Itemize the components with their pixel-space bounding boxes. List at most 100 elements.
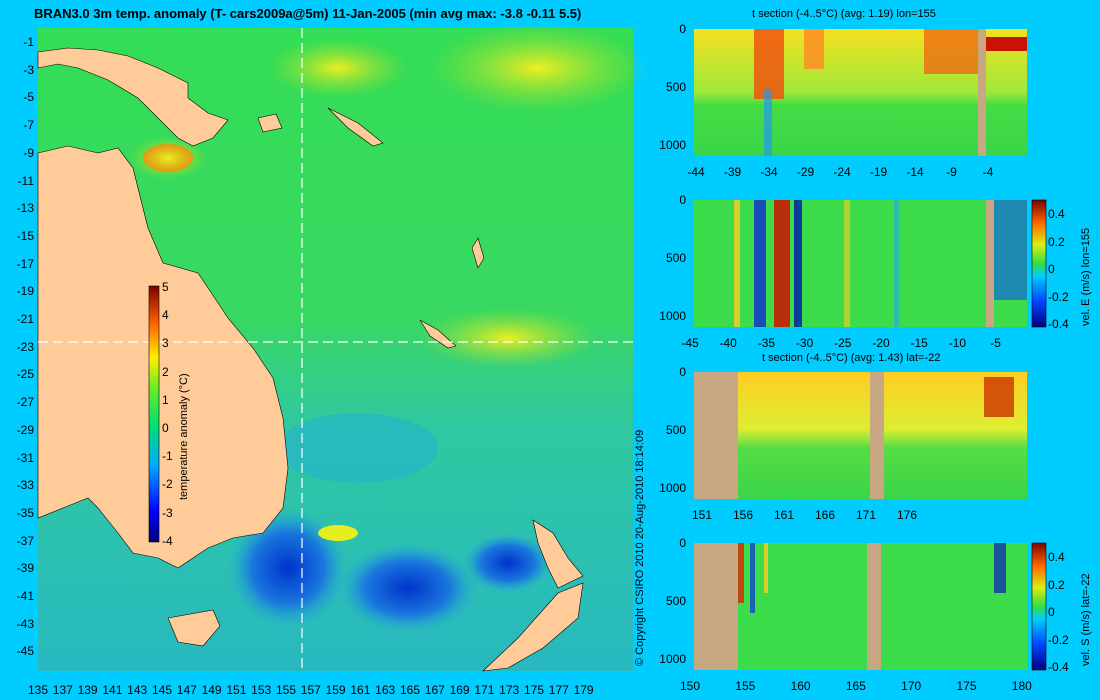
map-latitude-tick: -13 [16, 201, 34, 216]
map-longitude-tick: 151 [226, 683, 247, 697]
map-latitude-tick: -1 [23, 35, 34, 49]
section-2-x-tick: -10 [948, 336, 967, 350]
section-1-x-tick: -39 [723, 165, 742, 179]
section-4-x-tick: 160 [790, 679, 811, 693]
section-1-temperature-plot [694, 29, 1027, 156]
map-latitude-tick: -37 [16, 533, 34, 548]
section-4-depth-tick: 1000 [659, 652, 686, 666]
map-longitude-tick: 155 [275, 683, 297, 697]
section-4-x-tick: 170 [901, 679, 922, 693]
map-latitude-tick: -9 [23, 145, 34, 160]
map-longitude-tick: 165 [399, 683, 421, 697]
section-1-x-tick: -14 [906, 165, 924, 179]
map-longitude-tick: 141 [102, 683, 123, 697]
map-latitude-tick: -23 [16, 339, 34, 354]
section-4-colorbar-tick: -0.4 [1048, 660, 1069, 674]
map-longitude-tick: 143 [127, 683, 148, 697]
map-longitude-tick: 157 [300, 683, 321, 697]
section-3-x-tick: 156 [732, 508, 754, 522]
section-1-depth-tick: 1000 [659, 138, 686, 152]
section-2-velocity-plot [694, 200, 1027, 327]
section-2-x-tick: -40 [719, 336, 737, 350]
map-latitude-tick: -29 [16, 422, 34, 437]
section-1-title: t section (-4..5°C) (avg: 1.19) lon=155 [752, 8, 936, 20]
section-2-depth-tick: 0 [679, 193, 686, 207]
section-1-x-tick: -34 [760, 165, 778, 179]
map-latitude-tick: -33 [16, 478, 34, 493]
map-longitude-tick: 153 [251, 683, 272, 697]
map-longitude-tick: 135 [27, 683, 49, 697]
section-2-x-tick: -20 [872, 336, 890, 350]
section-2-colorbar-tick: -0.4 [1048, 317, 1069, 331]
section-2-colorbar-tick: 0 [1048, 262, 1055, 276]
map-longitude-tick: 173 [499, 683, 520, 697]
section-4-colorbar [1031, 542, 1047, 671]
section-3-temperature-plot [694, 372, 1027, 499]
map-latitude-tick: -25 [16, 367, 34, 382]
map-colorbar-label: temperature anomaly (°C) [178, 373, 190, 500]
map-longitude-tick: 145 [151, 683, 173, 697]
map-longitude-tick: 159 [325, 683, 346, 697]
section-1-x-tick: -44 [687, 165, 705, 179]
map-longitude-tick: 167 [424, 683, 445, 697]
section-3-depth-tick: 0 [679, 365, 686, 379]
section-4-colorbar-tick: 0.4 [1048, 550, 1065, 564]
section-2-x-tick: -35 [757, 336, 776, 350]
section-4-velocity-plot [694, 543, 1027, 670]
map-latitude-tick: -43 [16, 616, 34, 631]
temperature-anomaly-map [37, 23, 648, 672]
map-title: BRAN3.0 3m temp. anomaly (T- cars2009a@5… [34, 6, 582, 21]
section-4-x-tick: 150 [679, 679, 701, 693]
section-3-x-tick: 171 [855, 508, 877, 522]
map-colorbar-tick: -3 [162, 505, 173, 520]
section-2-depth-tick: 500 [665, 251, 686, 265]
section-4-depth-tick: 500 [665, 594, 686, 608]
section-1-x-tick: -29 [796, 165, 815, 179]
map-colorbar-tick: -2 [162, 477, 173, 492]
section-3-depth-tick: 1000 [659, 481, 686, 495]
section-1-x-tick: -24 [833, 165, 851, 179]
section-4-colorbar-label: vel. S (m/s) lat=-22 [1080, 573, 1092, 666]
section-2-colorbar-tick: -0.2 [1048, 289, 1069, 304]
map-colorbar-tick: -4 [162, 533, 173, 548]
section-2-x-tick: -15 [910, 336, 928, 350]
section-2-colorbar-tick: 0.2 [1048, 234, 1065, 249]
map-latitude-tick: -15 [16, 228, 34, 243]
map-longitude-tick: 161 [350, 683, 371, 697]
section-3-x-tick: 166 [814, 508, 836, 522]
map-longitude-tick: 177 [548, 683, 569, 697]
section-2-depth-tick: 1000 [659, 309, 686, 323]
section-4-colorbar-tick: 0.2 [1048, 577, 1065, 592]
section-4-x-tick: 155 [735, 679, 756, 693]
copyright-text: © Copyright CSIRO 2010 20-Aug-2010 18:14… [634, 429, 646, 666]
map-longitude-tick: 139 [77, 683, 98, 697]
map-latitude-tick: -7 [23, 118, 34, 133]
map-latitude-tick: -39 [16, 561, 34, 576]
section-4-depth-tick: 0 [679, 536, 686, 550]
section-2-colorbar-tick: 0.4 [1048, 207, 1065, 221]
map-latitude-tick: -41 [16, 589, 34, 603]
section-1-depth-tick: 0 [679, 22, 686, 36]
map-colorbar-tick: -1 [162, 449, 173, 464]
section-1-x-tick: -9 [946, 165, 957, 179]
section-3-x-tick: 176 [896, 508, 918, 522]
section-2-x-tick: -45 [681, 336, 699, 350]
map-latitude-tick: -27 [16, 395, 34, 410]
section-3-x-tick: 161 [773, 508, 795, 522]
map-longitude-tick: 137 [52, 683, 73, 697]
map-longitude-tick: 175 [523, 683, 545, 697]
map-longitude-tick: 163 [375, 683, 396, 697]
section-2-colorbar [1031, 199, 1047, 328]
section-2-x-tick: -5 [990, 336, 1001, 350]
map-latitude-tick: -35 [16, 505, 34, 520]
map-latitude-tick: -31 [16, 450, 34, 465]
map-latitude-tick: -19 [16, 284, 34, 299]
map-colorbar [148, 285, 160, 543]
section-3-title: t section (-4..5°C) (avg: 1.43) lat=-22 [762, 352, 941, 364]
map-colorbar-tick: 0 [162, 421, 169, 435]
map-colorbar-tick: 2 [162, 364, 169, 379]
map-colorbar-tick: 1 [162, 392, 169, 407]
map-colorbar-tick: 4 [162, 308, 169, 323]
map-longitude-tick: 179 [573, 683, 594, 697]
map-longitude-tick: 171 [474, 683, 495, 697]
